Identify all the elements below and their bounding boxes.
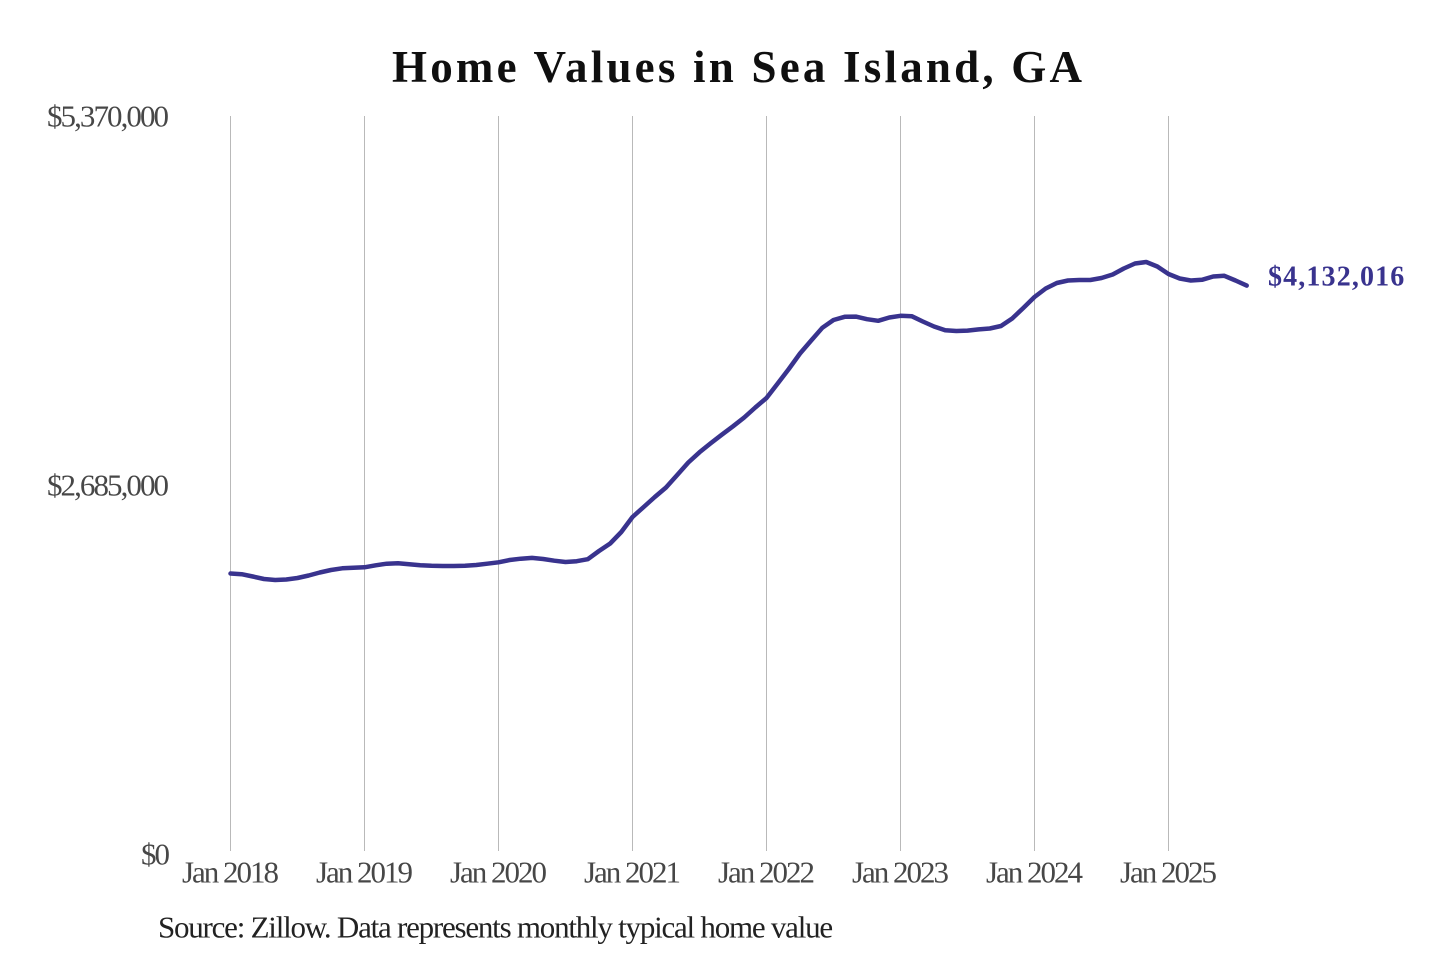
svg-text:$4,132,016: $4,132,016 (1268, 262, 1405, 293)
svg-text:Jan 2018: Jan 2018 (182, 855, 279, 890)
svg-text:$2,685,000: $2,685,000 (47, 468, 169, 503)
svg-text:Jan 2025: Jan 2025 (1120, 855, 1217, 890)
svg-text:$5,370,000: $5,370,000 (47, 99, 169, 134)
svg-text:$0: $0 (141, 837, 170, 872)
svg-text:Jan 2021: Jan 2021 (584, 855, 680, 890)
svg-text:Jan 2020: Jan 2020 (450, 855, 547, 890)
svg-text:Jan 2023: Jan 2023 (852, 855, 949, 890)
svg-text:Jan 2022: Jan 2022 (718, 855, 814, 890)
svg-text:Jan 2024: Jan 2024 (986, 855, 1084, 890)
svg-text:Jan 2019: Jan 2019 (316, 855, 413, 890)
svg-text:Source: Zillow. Data represent: Source: Zillow. Data represents monthly … (158, 910, 832, 945)
svg-text:Home Values in Sea Island, GA: Home Values in Sea Island, GA (392, 42, 1085, 92)
